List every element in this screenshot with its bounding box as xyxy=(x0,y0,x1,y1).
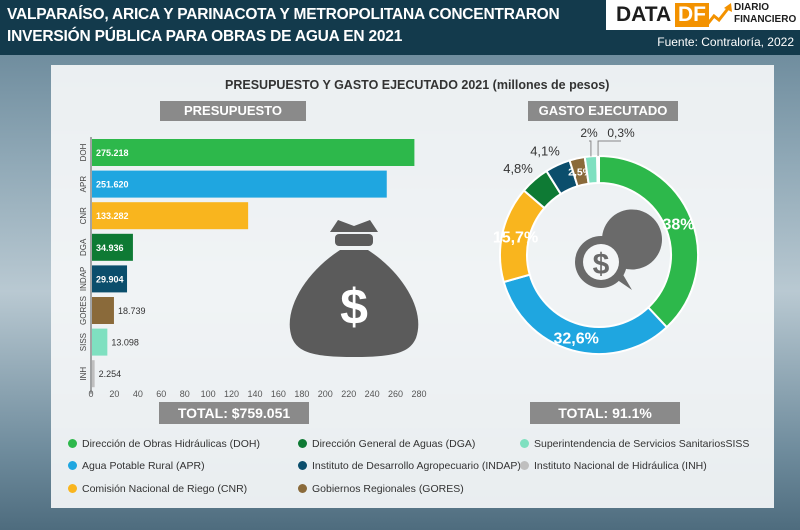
x-tick-label: 200 xyxy=(318,389,333,399)
logo-diario-text: DIARIO xyxy=(734,2,769,13)
leader-line xyxy=(589,140,592,157)
legend-item-cnr: Comisión Nacional de Riego (CNR) xyxy=(68,483,247,495)
x-tick-label: 160 xyxy=(271,389,286,399)
slice-label: 4,1% xyxy=(530,143,560,158)
category-label: APR xyxy=(79,176,88,193)
datadf-logo: DATA DF DIARIO FINANCIERO xyxy=(606,0,800,30)
x-tick-label: 0 xyxy=(88,389,93,399)
legend-item-gores: Gobiernos Regionales (GORES) xyxy=(298,483,464,495)
legend-swatch xyxy=(520,461,529,470)
leader-line xyxy=(597,140,621,157)
slice-label: 32,6% xyxy=(553,330,598,347)
bar-value-label: 275.218 xyxy=(96,148,129,158)
slice-label: 15,7% xyxy=(493,230,538,247)
budget-heading: PRESUPUESTO xyxy=(160,101,306,121)
bar-doh xyxy=(92,139,415,166)
x-tick-label: 220 xyxy=(341,389,356,399)
headline: VALPARAÍSO, ARICA Y PARINACOTA Y METROPO… xyxy=(7,4,567,48)
category-label: INDAP xyxy=(79,267,88,291)
legend-label: Superintendencia de Servicios Sanitarios… xyxy=(534,438,750,450)
bar-indap xyxy=(92,265,128,293)
svg-text:$: $ xyxy=(340,279,368,335)
category-label: DOH xyxy=(79,143,88,161)
bar-apr xyxy=(92,170,387,198)
bar-value-label: 2.254 xyxy=(99,369,122,379)
bar-cnr xyxy=(92,202,249,230)
logo-df-text: DF xyxy=(675,3,709,27)
bar-gores xyxy=(92,297,114,324)
category-label: GORES xyxy=(79,296,88,325)
spent-heading: GASTO EJECUTADO xyxy=(528,101,678,121)
category-label: CNR xyxy=(79,207,88,225)
x-tick-label: 60 xyxy=(156,389,166,399)
trend-arrow-icon xyxy=(704,3,732,27)
bar-value-label: 251.620 xyxy=(96,180,129,190)
infographic-panel xyxy=(51,65,774,508)
legend-swatch xyxy=(298,439,307,448)
svg-text:$: $ xyxy=(593,248,610,281)
spent-donut-chart: 38%32,6%15,7%4,8%4,1%2,5%2% 0,3% xyxy=(493,126,699,355)
x-tick-label: 100 xyxy=(201,389,216,399)
money-bag-icon: $ xyxy=(289,220,419,357)
budget-total: TOTAL: $759.051 xyxy=(159,402,309,424)
bar-value-label: 34.936 xyxy=(96,243,124,253)
logo-data-text: DATA xyxy=(616,3,672,26)
x-tick-label: 180 xyxy=(294,389,309,399)
x-tick-label: 20 xyxy=(109,389,119,399)
slice-label: 2% xyxy=(580,126,598,140)
legend-swatch xyxy=(68,439,77,448)
category-label: SISS xyxy=(79,333,88,351)
legend-label: Comisión Nacional de Riego (CNR) xyxy=(82,483,248,495)
x-tick-label: 80 xyxy=(180,389,190,399)
header-banner: VALPARAÍSO, ARICA Y PARINACOTA Y METROPO… xyxy=(0,0,800,55)
bar-siss xyxy=(92,328,108,356)
legend-swatch xyxy=(68,484,77,493)
legend-label: Gobiernos Regionales (GORES) xyxy=(312,483,464,495)
category-label: INH xyxy=(79,367,88,381)
legend-label: Instituto de Desarrollo Agropecuario (IN… xyxy=(312,460,521,472)
legend-swatch xyxy=(298,461,307,470)
chart-title: PRESUPUESTO Y GASTO EJECUTADO 2021 (mill… xyxy=(225,78,610,92)
x-tick-label: 240 xyxy=(365,389,380,399)
legend-item-indap: Instituto de Desarrollo Agropecuario (IN… xyxy=(298,460,521,472)
legend-swatch xyxy=(520,439,529,448)
legend-label: Agua Potable Rural (APR) xyxy=(82,460,205,472)
bar-inh xyxy=(92,360,95,388)
legend-swatch xyxy=(68,461,77,470)
budget-bar-chart: 0 20 40 60 80 100 120 140 160 180 200 220 240 260 280 D… xyxy=(79,137,427,399)
legend-swatch xyxy=(298,484,307,493)
x-tick-label: 280 xyxy=(411,389,426,399)
headline-line-2: INVERSIÓN PÚBLICA PARA OBRAS DE AGUA EN … xyxy=(7,28,403,45)
bar-dga xyxy=(92,233,133,261)
legend-label: Dirección de Obras Hidráulicas (DOH) xyxy=(82,438,260,450)
dollar-pin-icon: $ xyxy=(575,209,662,290)
legend-item-dga: Dirección General de Aguas (DGA) xyxy=(298,438,475,450)
logo-financiero-text: FINANCIERO xyxy=(734,14,797,25)
x-tick-label: 40 xyxy=(133,389,143,399)
legend-item-doh: Dirección de Obras Hidráulicas (DOH) xyxy=(68,438,260,450)
legend-item-siss: Superintendencia de Servicios Sanitarios… xyxy=(520,438,749,450)
slice-inh xyxy=(596,154,600,185)
legend-label: Dirección General de Aguas (DGA) xyxy=(312,438,476,450)
category-label: DGA xyxy=(79,238,88,256)
bar-value-label: 29.904 xyxy=(96,274,124,284)
x-tick-label: 120 xyxy=(224,389,239,399)
source-note: Fuente: Contraloría, 2022 xyxy=(657,35,794,49)
slice-label: 4,8% xyxy=(503,161,533,176)
slice-label: 38% xyxy=(662,217,694,234)
bar-value-label: 18.739 xyxy=(118,306,146,316)
slice-label: 0,3% xyxy=(607,126,635,140)
headline-line-1: VALPARAÍSO, ARICA Y PARINACOTA Y METROPO… xyxy=(7,6,560,23)
bar-value-label: 13.098 xyxy=(111,338,139,348)
legend-item-inh: Instituto Nacional de Hidráulica (INH) xyxy=(520,460,707,472)
legend-item-apr: Agua Potable Rural (APR) xyxy=(68,460,205,472)
bar-value-label: 133.282 xyxy=(96,211,129,221)
spent-total: TOTAL: 91.1% xyxy=(530,402,680,424)
legend-label: Instituto Nacional de Hidráulica (INH) xyxy=(534,460,707,472)
x-tick-label: 140 xyxy=(247,389,262,399)
x-tick-label: 260 xyxy=(388,389,403,399)
